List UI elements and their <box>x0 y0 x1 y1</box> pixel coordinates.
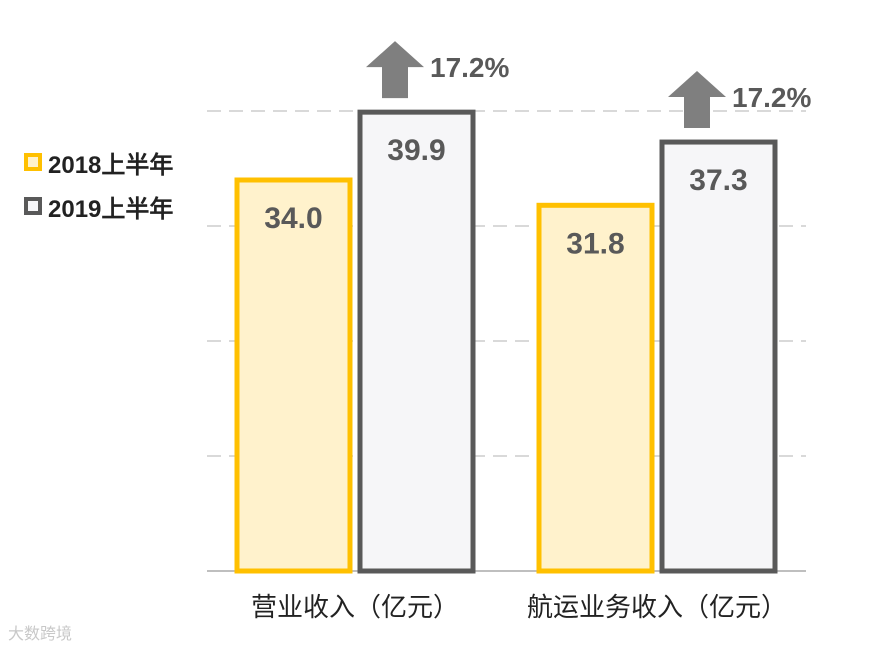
bar <box>659 139 778 574</box>
legend-label-2019: 2019上半年 <box>48 195 174 223</box>
legend-item-2018: 2018上半年 <box>24 140 173 184</box>
watermark: 大数跨境 <box>8 624 73 643</box>
growth-annotation: 17.2% <box>430 52 509 83</box>
legend-swatch-2018 <box>24 153 42 171</box>
bar <box>357 109 476 574</box>
up-arrow-icon <box>366 41 424 99</box>
legend-swatch-2019 <box>24 197 42 215</box>
growth-annotation: 17.2% <box>732 82 811 113</box>
category-label: 营业收入（亿元） <box>251 592 459 622</box>
legend: 2018上半年 2019上半年 <box>24 140 173 228</box>
legend-label-2018: 2018上半年 <box>48 151 174 179</box>
legend-item-2019: 2019上半年 <box>24 184 173 228</box>
bar-value-label: 34.0 <box>264 202 322 235</box>
up-arrow-icon <box>668 71 726 129</box>
bar <box>234 177 353 574</box>
bar-value-label: 37.3 <box>689 164 747 197</box>
bar-value-label: 39.9 <box>387 134 445 167</box>
bar <box>536 202 655 574</box>
bar-value-label: 31.8 <box>566 227 624 260</box>
category-label: 航运业务收入（亿元） <box>527 592 787 622</box>
